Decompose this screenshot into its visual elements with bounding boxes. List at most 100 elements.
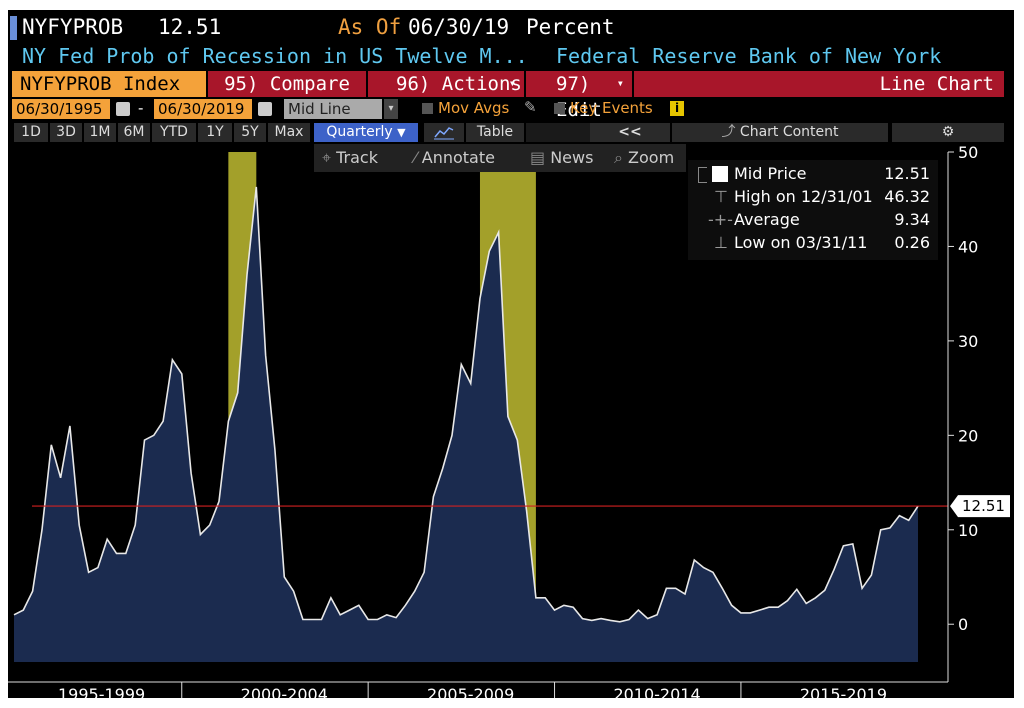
legend-row-mid-price: Mid Price 12.51 [688, 164, 938, 186]
news-icon: ▤ [530, 148, 551, 167]
legend-label-average: Average [734, 210, 800, 229]
legend-value-low: 0.26 [894, 233, 930, 252]
start-calendar-icon[interactable] [116, 102, 130, 116]
period-1y-button[interactable]: 1Y [198, 123, 232, 142]
chart-content-button[interactable]: ⤴ Chart Content [672, 123, 888, 142]
x-tick-label: 2010-2014 [613, 685, 700, 698]
actions-label: 96) Actions [396, 73, 522, 95]
edit-menu[interactable]: 97) Edit ▾ [526, 71, 632, 121]
edit-dropdown-icon: ▾ [616, 76, 624, 90]
zoom-button[interactable]: ⌕ Zoom [614, 148, 674, 168]
legend-row-high: ⊤ High on 12/31/01 46.32 [688, 187, 938, 209]
legend-label-mid-price: Mid Price [734, 164, 807, 183]
mid-line-dropdown-icon[interactable]: ▾ [384, 99, 398, 119]
frequency-label: Quarterly [326, 124, 393, 140]
y-tick-label: 50 [958, 143, 978, 162]
chart-content-icon: ⤴ [721, 124, 740, 140]
settings-gear-icon[interactable]: ⚙ [892, 123, 1004, 142]
zoom-label: Zoom [628, 148, 675, 167]
news-button[interactable]: ▤ News [530, 148, 593, 167]
legend-bracket-icon [698, 167, 707, 183]
x-tick-label: 2000-2004 [241, 685, 328, 698]
collapse-button[interactable]: << [590, 123, 670, 142]
annotate-button[interactable]: ⁄ Annotate [414, 148, 495, 167]
magnifier-icon: ⌕ [614, 148, 629, 167]
period-bar: 1D 3D 1M 6M YTD 1Y 5Y Max Quarterly ▼ Ta… [8, 122, 1014, 144]
source-name: Federal Reserve Bank of New York [556, 44, 942, 68]
pencil-icon[interactable]: ✎ [524, 98, 537, 116]
date-separator: - [138, 99, 144, 117]
period-max-button[interactable]: Max [268, 123, 310, 142]
series-line [13, 186, 919, 623]
x-tick-label: 1995-1999 [58, 685, 145, 698]
header-bar: NYFYPROB 12.51 As Of 06/30/19 Percent [8, 10, 1014, 44]
period-3d-button[interactable]: 3D [50, 123, 82, 142]
edit-label: 97) Edit [556, 73, 602, 121]
y-tick-label: 40 [958, 237, 978, 256]
legend-label-low: Low on 03/31/11 [734, 233, 868, 252]
period-1d-button[interactable]: 1D [14, 123, 48, 142]
annotate-icon: ⁄ [414, 148, 422, 167]
period-6m-button[interactable]: 6M [118, 123, 150, 142]
track-label: Track [336, 148, 378, 167]
key-events-label: Key Events [570, 99, 653, 117]
date-range-bar: 06/30/1995 - 06/30/2019 Mid Line ▾ Mov A… [8, 98, 1014, 121]
info-icon[interactable]: i [670, 101, 684, 116]
last-price-tag-value: 12.51 [962, 497, 1005, 515]
legend-box: Mid Price 12.51 ⊤ High on 12/31/01 46.32… [688, 160, 938, 260]
y-tick-label: 30 [958, 332, 978, 351]
last-price-tag: 12.51 [950, 495, 1010, 518]
period-5y-button[interactable]: 5Y [234, 123, 266, 142]
line-chart-icon[interactable] [424, 123, 464, 142]
start-date-field[interactable]: 06/30/1995 [12, 99, 110, 119]
key-events-checkbox[interactable] [554, 103, 565, 114]
legend-value-high: 46.32 [884, 187, 930, 206]
mid-line-select[interactable]: Mid Line [284, 99, 382, 119]
chart-area: 0 10 20 30 40 50 1995-1999 2000-2004 2005-2009 2… [8, 142, 1014, 698]
crosshair-icon: ⌖ [322, 148, 337, 167]
legend-swatch-icon [712, 166, 728, 182]
description-bar: NY Fed Prob of Recession in US Twelve M.… [8, 44, 1014, 70]
x-tick-label: 2015-2019 [800, 685, 887, 698]
frequency-dropdown-icon: ▼ [397, 126, 406, 139]
y-tick-label: 10 [958, 521, 978, 540]
index-field[interactable]: NYFYPROB Index [12, 71, 206, 97]
line-chart-icon-glyph [434, 127, 454, 140]
chart-toolbar: ⌖ Track ⁄ Annotate ▤ News ⌕ Zoom [314, 144, 686, 172]
legend-high-marker-icon: ⊤ [714, 187, 728, 206]
chart-type-selector[interactable]: Line Chart [634, 71, 1004, 97]
mov-avgs-label: Mov Avgs [438, 99, 510, 117]
legend-row-average: -+- Average 9.34 [688, 210, 938, 232]
mov-avgs-checkbox[interactable] [422, 103, 433, 114]
y-axis: 0 10 20 30 40 50 [947, 143, 978, 682]
actions-dropdown-icon: ▾ [508, 76, 516, 90]
compare-button[interactable]: 95) Compare [208, 71, 366, 97]
end-calendar-icon[interactable] [258, 102, 272, 116]
legend-low-marker-icon: ⊥ [714, 233, 728, 252]
legend-value-mid-price: 12.51 [884, 164, 930, 183]
security-name: NY Fed Prob of Recession in US Twelve M.… [22, 44, 528, 68]
bloomberg-terminal-window: NYFYPROB 12.51 As Of 06/30/19 Percent NY… [8, 10, 1014, 698]
x-tick-label: 2005-2009 [427, 685, 514, 698]
table-button[interactable]: Table [466, 123, 524, 142]
period-ytd-button[interactable]: YTD [152, 123, 196, 142]
period-1m-button[interactable]: 1M [84, 123, 116, 142]
annotate-label: Annotate [421, 148, 495, 167]
legend-label-high: High on 12/31/01 [734, 187, 873, 206]
legend-average-marker-icon: -+- [708, 210, 733, 229]
actions-menu[interactable]: 96) Actions ▾ [368, 71, 524, 97]
y-tick-label: 0 [958, 615, 968, 634]
as-of-date: 06/30/19 [408, 15, 510, 39]
legend-value-average: 9.34 [894, 210, 930, 229]
header-marker [10, 16, 17, 40]
legend-row-low: ⊥ Low on 03/31/11 0.26 [688, 233, 938, 255]
y-tick-label: 20 [958, 426, 978, 445]
menu-bar: NYFYPROB Index 95) Compare 96) Actions ▾… [8, 71, 1014, 121]
ticker-label: NYFYPROB [22, 15, 124, 39]
as-of-label: As Of [338, 15, 402, 39]
track-button[interactable]: ⌖ Track [322, 148, 378, 168]
x-axis: 1995-1999 2000-2004 2005-2009 2010-2014 2015… [8, 681, 948, 698]
series-area-fill [14, 186, 918, 662]
end-date-field[interactable]: 06/30/2019 [154, 99, 252, 119]
frequency-select[interactable]: Quarterly ▼ [314, 123, 418, 142]
